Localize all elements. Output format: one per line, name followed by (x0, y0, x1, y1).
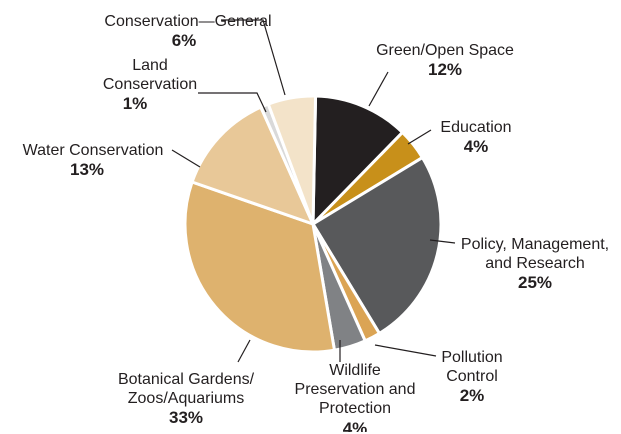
label-botanical-name-1: Botanical Gardens/ (117, 371, 255, 388)
label-pollution-name-2: Control (446, 368, 498, 385)
leader-line-green (368, 71, 389, 107)
label-conservation-general: Conservation—General 6% (93, 12, 283, 50)
leader-line-pollution (374, 344, 437, 357)
label-land-name-1: Land (132, 57, 168, 74)
label-land-conservation: Land Conservation 1% (92, 56, 208, 113)
leader-line-water (171, 149, 201, 168)
label-pollution-pct: 2% (459, 386, 485, 405)
label-general-name: Conservation—General (104, 13, 272, 30)
label-green-pct: 12% (427, 60, 463, 79)
leader-line-botanical (237, 339, 251, 363)
leader-line-land (198, 92, 267, 113)
label-water-name: Water Conservation (22, 142, 164, 159)
pie-slice-green-open-space (311, 94, 404, 226)
pie-slice-water-conservation (190, 105, 315, 226)
label-wildlife-name-3: Protection (318, 400, 392, 417)
label-green-open-space: Green/Open Space 12% (360, 41, 530, 79)
label-botanical-name-2: Zoos/Aquariums (127, 390, 245, 407)
label-policy: Policy, Management, and Research 25% (452, 235, 618, 292)
pie-slices (183, 94, 443, 354)
label-education-name: Education (440, 119, 512, 136)
label-green-name: Green/Open Space (376, 42, 514, 59)
label-pollution-name-1: Pollution (441, 349, 503, 366)
pie-slice-botanical-gardens-zoos-aquariums (183, 180, 336, 354)
label-general-pct: 6% (171, 31, 197, 50)
label-wildlife-name-2: Preservation and (294, 381, 416, 398)
label-water-conservation: Water Conservation 13% (8, 141, 178, 179)
leader-line-general (221, 19, 286, 96)
leader-line-policy (429, 239, 456, 244)
label-botanical: Botanical Gardens/ Zoos/Aquariums 33% (100, 370, 272, 427)
leader-line-education (407, 129, 432, 145)
label-water-pct: 13% (69, 160, 105, 179)
label-policy-name-1: Policy, Management, (460, 236, 610, 253)
pie-slice-policy-management-and-research (311, 156, 443, 335)
label-botanical-pct: 33% (168, 408, 204, 427)
label-land-pct: 1% (122, 94, 148, 113)
label-wildlife-pct: 4% (342, 419, 368, 432)
label-education: Education 4% (430, 118, 522, 156)
label-policy-name-2: and Research (485, 255, 585, 272)
leader-lines (171, 19, 456, 363)
label-wildlife-name-1: Wildlife (329, 362, 381, 379)
label-wildlife: Wildlife Preservation and Protection 4% (282, 361, 428, 432)
label-pollution-control: Pollution Control 2% (432, 348, 512, 405)
pie-slice-conservation-general (266, 94, 318, 226)
label-education-pct: 4% (463, 137, 489, 156)
label-policy-pct: 25% (517, 273, 553, 292)
label-land-name-2: Conservation (102, 76, 198, 93)
